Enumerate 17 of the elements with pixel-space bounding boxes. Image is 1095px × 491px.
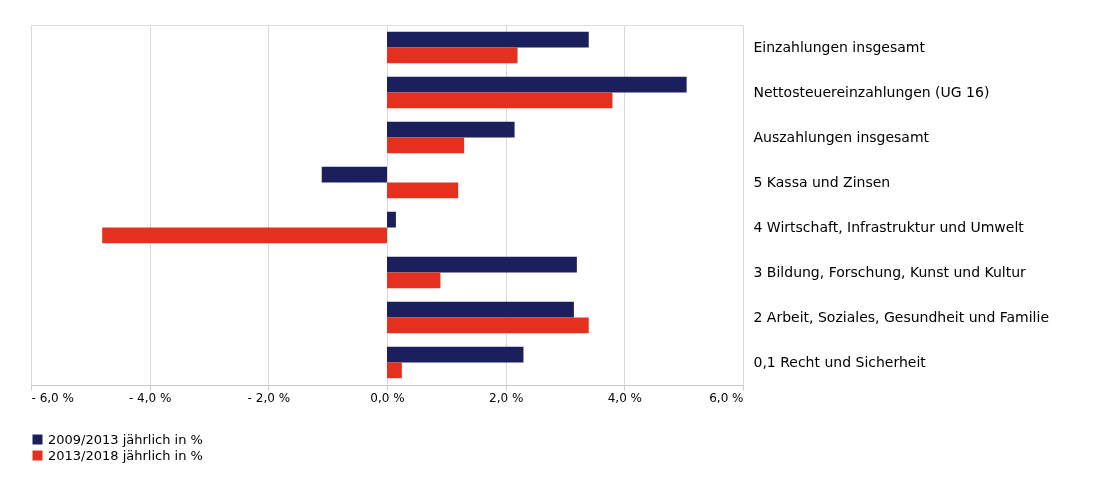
x-tick-label: - 2,0 % — [247, 390, 291, 405]
y-tick-label: 2 Arbeit, Soziales, Gesundheit und Familie — [753, 308, 1049, 325]
x-tick-label: 0,0 % — [370, 390, 405, 405]
y-tick-label: 4 Wirtschaft, Infrastruktur und Umwelt — [753, 218, 1025, 235]
y-tick-label: Auszahlungen insgesamt — [753, 128, 930, 145]
y-tick-label: Einzahlungen insgesamt — [753, 38, 926, 55]
y-tick-label: Nettosteuereinzahlungen (UG 16) — [753, 83, 990, 100]
x-tick-label: 2,0 % — [489, 390, 524, 405]
y-tick-label: 5 Kassa und Zinsen — [753, 173, 891, 190]
y-tick-label: 0,1 Recht und Sicherheit — [753, 353, 927, 370]
x-tick-label: - 6,0 % — [31, 390, 74, 405]
legend-label: 2013/2018 jährlich in % — [48, 447, 203, 463]
legend-label: 2009/2013 jährlich in % — [48, 431, 203, 447]
y-tick-label: 3 Bildung, Forschung, Kunst und Kultur — [753, 263, 1027, 280]
x-tick-label: 4,0 % — [607, 390, 642, 405]
x-tick-label: - 4,0 % — [128, 390, 172, 405]
x-tick-label: 6,0 % — [709, 390, 744, 405]
